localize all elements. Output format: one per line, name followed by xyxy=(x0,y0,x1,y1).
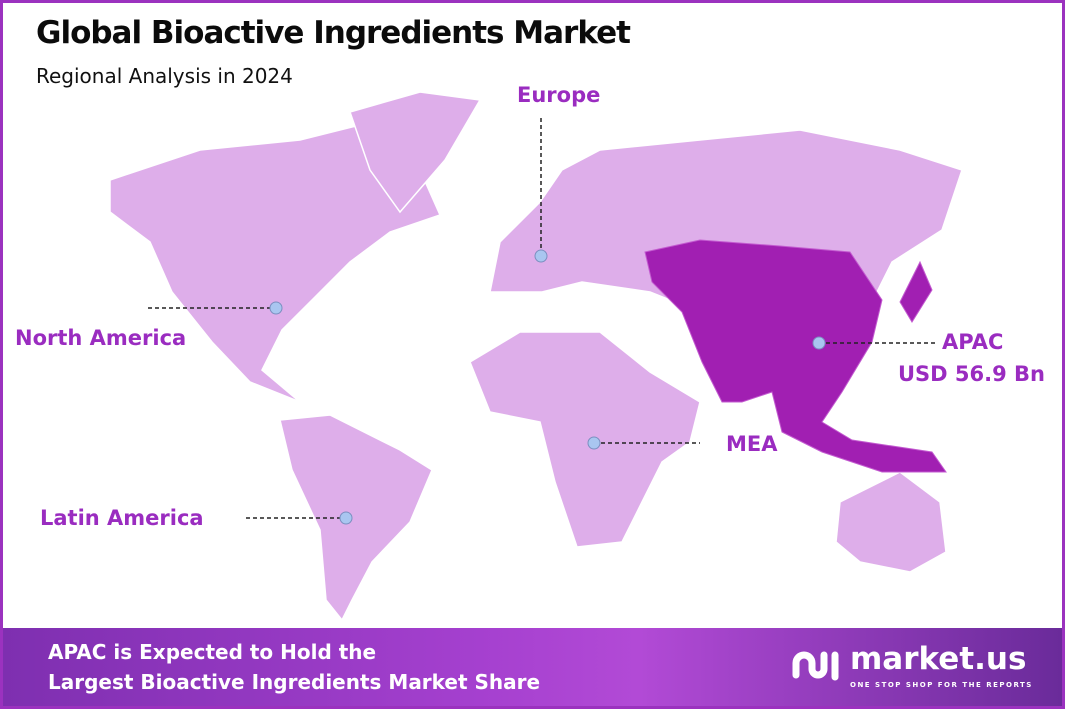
page-subtitle: Regional Analysis in 2024 xyxy=(36,64,293,88)
page-title: Global Bioactive Ingredients Market xyxy=(36,15,631,51)
greenland-shape xyxy=(349,91,482,214)
footer-banner xyxy=(3,628,1062,706)
label-latin-america: Latin America xyxy=(40,506,204,530)
mea-marker xyxy=(587,436,601,450)
label-mea: MEA xyxy=(726,432,778,456)
label-europe: Europe xyxy=(517,83,601,107)
africa-mea-shape xyxy=(469,331,701,548)
japan-shape xyxy=(899,260,933,323)
latin-america-marker xyxy=(339,511,353,525)
label-apac-value: USD 56.9 Bn xyxy=(898,362,1045,386)
logo-tagline: ONE STOP SHOP FOR THE REPORTS xyxy=(850,681,1033,689)
latin-america-shape xyxy=(279,414,433,622)
north-america-shape xyxy=(109,124,442,403)
market-us-logo: market.us ONE STOP SHOP FOR THE REPORTS xyxy=(790,640,1033,690)
footer-line-1: APAC is Expected to Hold the xyxy=(48,640,377,664)
australia-shape xyxy=(835,471,947,573)
north-america-marker xyxy=(269,301,283,315)
europe-marker xyxy=(534,249,548,263)
apac-shape xyxy=(644,239,947,473)
label-apac: APAC xyxy=(942,330,1004,354)
apac-marker xyxy=(812,336,826,350)
label-north-america: North America xyxy=(15,326,187,350)
logo-name: market.us xyxy=(850,641,1027,677)
footer-line-2: Largest Bioactive Ingredients Market Sha… xyxy=(48,670,541,694)
logo-icon xyxy=(792,651,839,681)
